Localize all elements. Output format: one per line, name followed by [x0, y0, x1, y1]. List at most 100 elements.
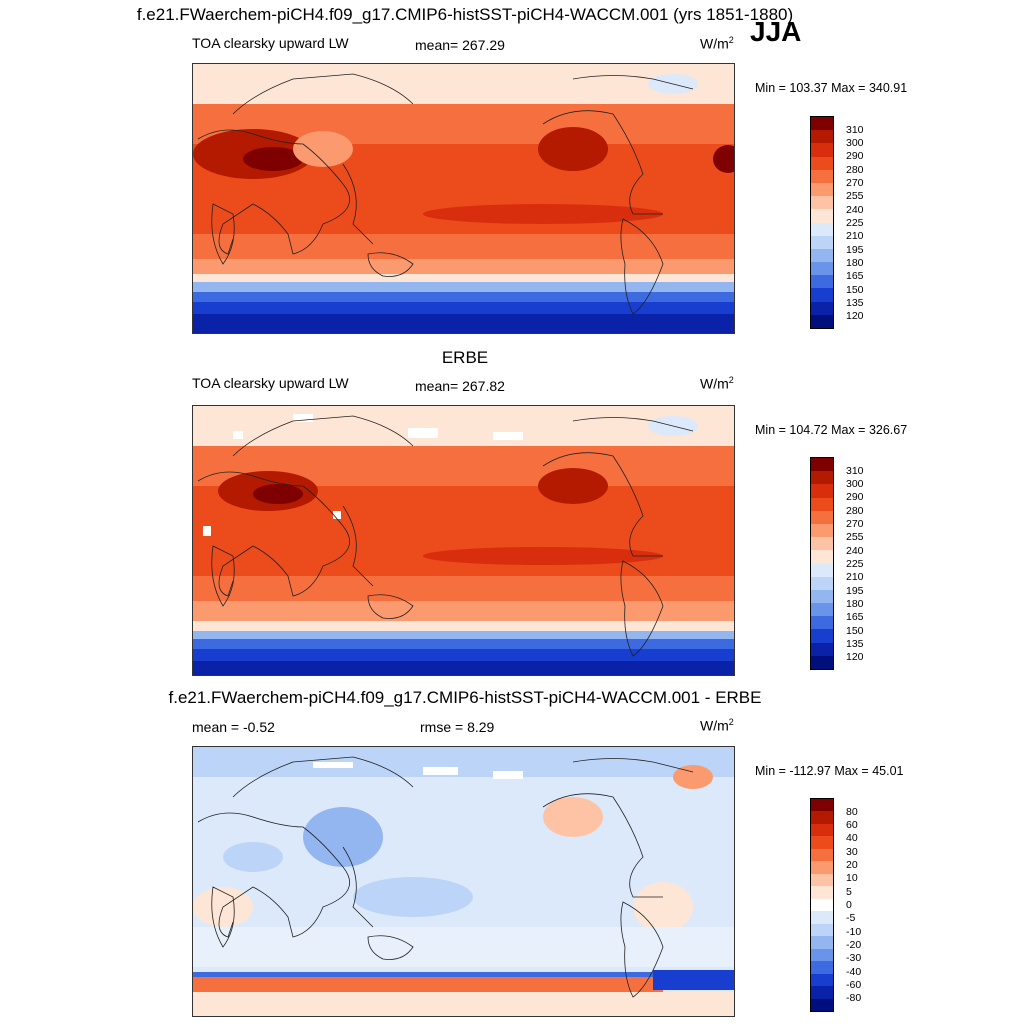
colorbar-swatch: [811, 563, 833, 577]
colorbar-swatch: [811, 143, 833, 157]
cbar2-label: 225: [846, 558, 864, 570]
cbar1-label: 210: [846, 230, 864, 242]
colorbar-swatch: [811, 209, 833, 223]
cbar2-label: 290: [846, 491, 864, 503]
cbar1-label: 255: [846, 190, 864, 202]
colorbar-swatch: [811, 537, 833, 551]
panel2-variable-label: TOA clearsky upward LW: [192, 375, 349, 391]
cbar3-label: -30: [846, 952, 862, 964]
panel2-title: ERBE: [441, 348, 489, 367]
colorbar-swatch: [811, 799, 833, 812]
colorbar-swatch: [811, 886, 833, 899]
colorbar-swatch: [811, 523, 833, 538]
cbar2-label: 280: [846, 505, 864, 517]
panel3-title: f.e21.FWaerchem-piCH4.f09_g17.CMIP6-hist…: [168, 688, 762, 707]
colorbar-swatch: [811, 484, 833, 498]
panel1-map: [192, 63, 735, 334]
colorbar-swatch: [811, 196, 833, 210]
cbar3-label: -10: [846, 926, 862, 938]
colorbar-swatch: [811, 156, 833, 170]
panel3-rmse-label: rmse = 8.29: [420, 719, 495, 735]
cbar3-label: -60: [846, 979, 862, 991]
cbar2-label: 240: [846, 545, 864, 557]
cbar1-label: 135: [846, 297, 864, 309]
cbar1-label: 180: [846, 257, 864, 269]
cbar3-label: 30: [846, 846, 858, 858]
cbar3-label: 10: [846, 872, 858, 884]
colorbar-swatch: [811, 923, 833, 937]
colorbar-swatch: [811, 550, 833, 564]
panel3-map: [192, 746, 735, 1017]
cbar2-label: 195: [846, 585, 864, 597]
cbar1-label: 270: [846, 177, 864, 189]
cbar2-label: 310: [846, 465, 864, 477]
panel2-map: [192, 405, 735, 676]
panel1-mean-label: mean= 267.29: [415, 37, 505, 53]
colorbar-swatch: [811, 642, 833, 656]
colorbar-swatch: [811, 861, 833, 874]
colorbar-swatch: [811, 288, 833, 302]
panel3-mean-label: mean = -0.52: [192, 719, 275, 735]
cbar3-label: 5: [846, 886, 852, 898]
panel2-units: W/m2: [700, 375, 734, 392]
cbar3-label: -80: [846, 992, 862, 1004]
colorbar-swatch: [811, 130, 833, 144]
colorbar-swatch: [811, 936, 833, 949]
cbar2-label: 120: [846, 651, 864, 663]
season-label: JJA: [750, 16, 802, 47]
cbar2-label: 135: [846, 638, 864, 650]
cbar3-label: 80: [846, 806, 858, 818]
cbar1-label: 280: [846, 164, 864, 176]
colorbar-swatch: [811, 576, 833, 590]
cbar3-label: 0: [846, 899, 852, 911]
cbar2-label: 300: [846, 478, 864, 490]
colorbar-swatch: [811, 973, 833, 987]
cbar1-label: 195: [846, 244, 864, 256]
cbar1-label: 225: [846, 217, 864, 229]
colorbar-swatch: [811, 823, 833, 837]
cbar2-label: 180: [846, 598, 864, 610]
colorbar-swatch: [811, 629, 833, 643]
colorbar-swatch: [811, 589, 833, 604]
cbar2-label: 150: [846, 625, 864, 637]
colorbar-swatch: [811, 314, 833, 328]
panel2-colorbar: [810, 457, 834, 670]
colorbar-swatch: [811, 262, 833, 276]
colorbar-swatch: [811, 222, 833, 236]
cbar3-label: -20: [846, 939, 862, 951]
cbar1-label: 310: [846, 124, 864, 136]
panel1-minmax: Min = 103.37 Max = 340.91: [755, 81, 908, 95]
cbar1-label: 240: [846, 204, 864, 216]
colorbar-swatch: [811, 275, 833, 289]
colorbar-swatch: [811, 655, 833, 669]
main-title: f.e21.FWaerchem-piCH4.f09_g17.CMIP6-hist…: [136, 5, 794, 24]
colorbar-swatch: [811, 848, 833, 862]
colorbar-swatch: [811, 948, 833, 962]
cbar2-label: 270: [846, 518, 864, 530]
colorbar-swatch: [811, 471, 833, 485]
colorbar-swatch: [811, 235, 833, 249]
colorbar-swatch: [811, 182, 833, 197]
colorbar-swatch: [811, 873, 833, 887]
cbar1-label: 120: [846, 310, 864, 322]
colorbar-swatch: [811, 986, 833, 999]
cbar1-label: 290: [846, 150, 864, 162]
cbar3-label: -5: [846, 912, 856, 924]
cbar3-label: 40: [846, 832, 858, 844]
cbar2-label: 210: [846, 571, 864, 583]
colorbar-swatch: [811, 836, 833, 849]
colorbar-swatch: [811, 603, 833, 617]
colorbar-swatch: [811, 458, 833, 472]
colorbar-swatch: [811, 961, 833, 974]
panel1-units: W/m2: [700, 35, 734, 52]
colorbar-swatch: [811, 510, 833, 524]
cbar1-label: 150: [846, 284, 864, 296]
cbar3-label: 20: [846, 859, 858, 871]
panel2-mean-label: mean= 267.82: [415, 378, 505, 394]
colorbar-swatch: [811, 898, 833, 912]
panel3-units: W/m2: [700, 717, 734, 734]
panel3-colorbar: [810, 798, 834, 1012]
colorbar-swatch: [811, 998, 833, 1011]
cbar1-label: 300: [846, 137, 864, 149]
colorbar-swatch: [811, 811, 833, 824]
